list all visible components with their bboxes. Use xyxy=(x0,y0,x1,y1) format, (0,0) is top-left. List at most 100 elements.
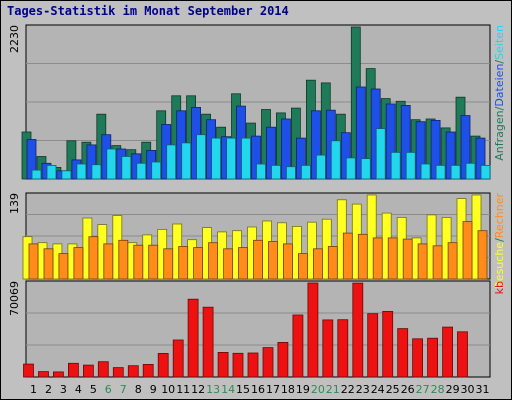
bar-rechner-day-13 xyxy=(208,242,219,280)
bar-rechner-day-27 xyxy=(417,243,428,280)
x-tick-label-day-14: 14 xyxy=(221,383,235,396)
bar-seiten-day-5 xyxy=(91,164,102,180)
x-tick-label-day-29: 29 xyxy=(446,383,460,396)
x-tick-label-day-26: 26 xyxy=(401,383,415,396)
bar-dateien-day-29 xyxy=(445,131,456,180)
bar-dateien-day-20 xyxy=(310,110,321,180)
bar-dateien-day-17 xyxy=(266,126,276,180)
x-tick-label-day-22: 22 xyxy=(341,383,355,396)
max-value-label: 2230 xyxy=(8,25,21,53)
bar-seiten-day-19 xyxy=(300,164,311,180)
legend-part: / xyxy=(493,238,506,242)
legend-part: / xyxy=(493,106,506,110)
bar-seiten-day-12 xyxy=(196,134,207,180)
bar-seiten-day-6 xyxy=(106,148,117,180)
bar-rechner-day-26 xyxy=(402,238,413,280)
bar-seiten-day-21 xyxy=(330,140,341,180)
bar-kb-day-27 xyxy=(412,338,424,378)
bar-rechner-day-8 xyxy=(133,244,144,280)
bar-kb-day-9 xyxy=(142,363,154,378)
bar-kb-day-6 xyxy=(97,361,109,378)
bar-seiten-day-24 xyxy=(375,128,386,180)
bar-kb-day-30 xyxy=(457,331,468,378)
bar-kb-day-17 xyxy=(262,347,274,378)
bar-rechner-day-15 xyxy=(238,247,248,280)
bar-rechner-day-3 xyxy=(58,253,69,280)
x-tick-label-day-3: 3 xyxy=(60,383,67,396)
bar-kb-day-5 xyxy=(83,364,94,378)
bar-rechner-day-11 xyxy=(178,245,189,280)
bar-kb-day-26 xyxy=(397,328,409,378)
bar-seiten-day-30 xyxy=(465,162,476,180)
bar-rechner-day-22 xyxy=(342,232,353,280)
bar-kb-day-13 xyxy=(202,306,214,378)
bar-kb-day-15 xyxy=(232,352,244,378)
bar-kb-day-18 xyxy=(277,341,289,378)
x-tick-label-day-1: 1 xyxy=(30,383,37,396)
bar-seiten-day-3 xyxy=(61,170,72,180)
bar-kb-day-28 xyxy=(427,337,439,378)
bar-kb-day-4 xyxy=(68,362,79,378)
legend-part: / xyxy=(493,60,506,64)
x-tick-label-day-12: 12 xyxy=(191,383,205,396)
bar-rechner-day-25 xyxy=(387,237,398,280)
bar-dateien-day-28 xyxy=(430,120,441,180)
bar-rechner-day-14 xyxy=(223,248,234,280)
bar-kb-day-20 xyxy=(307,282,319,378)
bar-seiten-day-9 xyxy=(151,161,162,180)
bar-dateien-day-26 xyxy=(400,105,411,180)
legend-part: Seiten xyxy=(493,25,506,60)
bar-seiten-day-22 xyxy=(345,157,356,180)
max-value-label: 70069 xyxy=(8,281,21,316)
legend-part: kb xyxy=(493,281,506,294)
bar-seiten-day-25 xyxy=(390,151,401,180)
x-tick-label-day-11: 11 xyxy=(176,383,190,396)
bar-rechner-day-23 xyxy=(357,233,368,280)
legend-part: Anfragen xyxy=(493,110,506,160)
chart-title: Tages-Statistik im Monat September 2014 xyxy=(7,4,289,18)
x-tick-label-day-27: 27 xyxy=(416,383,430,396)
bar-dateien-day-27 xyxy=(415,121,426,180)
bar-kb-day-8 xyxy=(127,365,139,378)
bar-seiten-day-2 xyxy=(46,164,57,180)
bar-rechner-day-17 xyxy=(268,241,278,280)
bar-rechner-day-5 xyxy=(88,236,99,280)
bar-seiten-day-23 xyxy=(360,158,371,180)
bar-rechner-day-20 xyxy=(312,248,323,280)
bar-kb-day-2 xyxy=(38,371,49,378)
bar-dateien-day-30 xyxy=(460,115,471,180)
bar-rechner-day-24 xyxy=(372,237,383,280)
x-tick-label-day-21: 21 xyxy=(326,383,340,396)
bar-kb-day-10 xyxy=(157,352,169,378)
bar-rechner-day-10 xyxy=(163,248,174,280)
x-tick-label-day-7: 7 xyxy=(120,383,127,396)
bar-kb-day-29 xyxy=(442,326,454,378)
x-tick-label-day-31: 31 xyxy=(476,383,490,396)
x-axis-labels: 1 2 3 4 5 6 7 8 9 10 11 12 13 14 15 16 17 18 19 20 21 22 23 24 2… xyxy=(30,383,490,396)
bar-seiten-day-20 xyxy=(315,154,326,180)
bar-seiten-day-11 xyxy=(181,142,192,180)
x-tick-label-day-5: 5 xyxy=(90,383,97,396)
legend-label: Anfragen/Dateien/Seiten xyxy=(493,25,506,161)
legend-label: kb xyxy=(493,281,506,294)
x-tick-label-day-20: 20 xyxy=(311,383,325,396)
bar-kb-day-22 xyxy=(337,319,349,378)
x-tick-label-day-24: 24 xyxy=(371,383,385,396)
bar-rechner-day-9 xyxy=(148,244,159,280)
bar-kb-day-12 xyxy=(187,298,199,378)
bar-seiten-day-18 xyxy=(285,166,296,180)
x-tick-label-day-18: 18 xyxy=(281,383,295,396)
bar-rechner-day-21 xyxy=(327,245,338,280)
bar-kb-day-25 xyxy=(382,310,394,378)
x-tick-label-day-4: 4 xyxy=(75,383,82,396)
bar-rechner-day-7 xyxy=(118,239,129,280)
x-tick-label-day-2: 2 xyxy=(45,383,52,396)
x-tick-label-day-15: 15 xyxy=(236,383,250,396)
bar-kb-day-23 xyxy=(352,282,364,378)
bar-rechner-day-2 xyxy=(43,248,54,280)
bar-dateien-day-31 xyxy=(475,137,486,180)
bar-kb-day-24 xyxy=(367,313,379,378)
bar-dateien-day-5 xyxy=(86,144,97,180)
